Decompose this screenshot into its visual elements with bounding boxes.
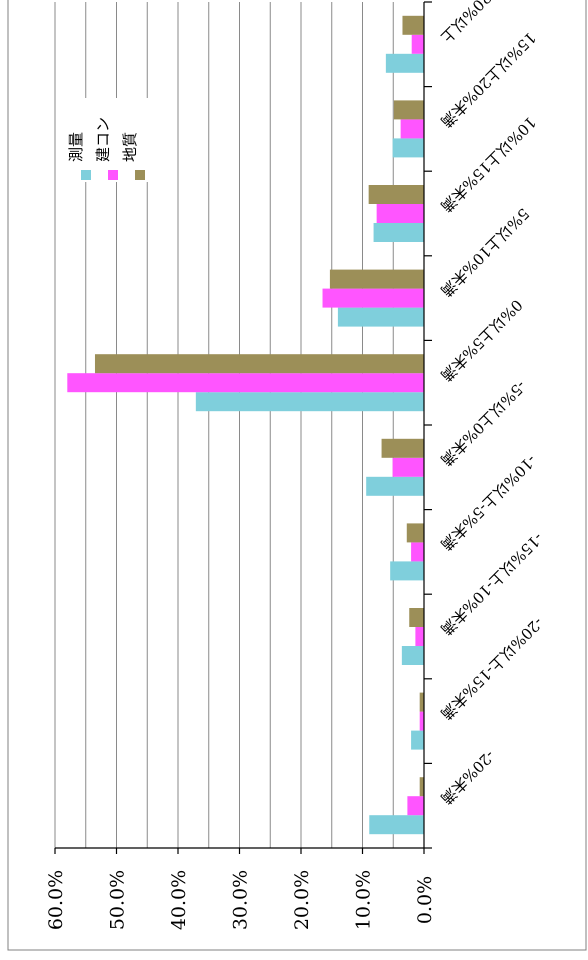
legend-label: 測量 xyxy=(67,132,85,162)
gridlines xyxy=(54,2,394,848)
axes xyxy=(54,1,432,854)
value-tick-label: 60.0% xyxy=(45,870,67,930)
value-tick-label: 30.0% xyxy=(230,870,252,930)
legend-swatch xyxy=(108,170,118,180)
bar xyxy=(366,476,424,496)
legend-box xyxy=(66,98,148,182)
bar xyxy=(376,204,424,223)
bar xyxy=(419,777,424,797)
value-tick-label: 0.0% xyxy=(414,876,436,924)
bar xyxy=(390,561,424,581)
value-tick-label: 50.0% xyxy=(107,870,129,930)
legend-swatch xyxy=(81,170,91,180)
value-tick-label: 40.0% xyxy=(168,870,190,930)
legend-label: 地質 xyxy=(121,132,139,162)
bar xyxy=(406,523,424,543)
bar xyxy=(322,288,424,308)
bar xyxy=(419,711,424,731)
bar xyxy=(337,307,424,327)
bar xyxy=(400,119,424,139)
bar xyxy=(407,796,424,816)
bar xyxy=(67,373,425,393)
bar xyxy=(385,53,424,73)
bar xyxy=(401,646,424,665)
bar xyxy=(329,269,424,289)
bar xyxy=(368,185,424,204)
bar xyxy=(402,15,424,35)
bar xyxy=(381,438,424,458)
bar xyxy=(392,457,424,477)
legend-swatch xyxy=(135,170,145,180)
bar xyxy=(411,34,424,54)
legend: 測量 建コン 地質 xyxy=(66,98,148,182)
value-tick-label: 20.0% xyxy=(291,870,313,930)
bars xyxy=(67,15,425,835)
value-tick-label: 10.0% xyxy=(353,870,375,930)
bar xyxy=(369,815,424,835)
bar xyxy=(94,354,424,374)
bar xyxy=(392,138,424,158)
bar xyxy=(415,627,424,646)
bar xyxy=(411,730,424,750)
bar xyxy=(195,392,424,412)
bar xyxy=(411,542,424,562)
value-tick-labels: 0.0% 10.0% 20.0% 30.0% 40.0% 50.0% 60.0% xyxy=(45,870,436,930)
bar xyxy=(419,692,424,712)
bar xyxy=(393,100,424,120)
legend-label: 建コン xyxy=(94,117,112,162)
bar xyxy=(373,223,424,242)
bar xyxy=(409,608,424,627)
